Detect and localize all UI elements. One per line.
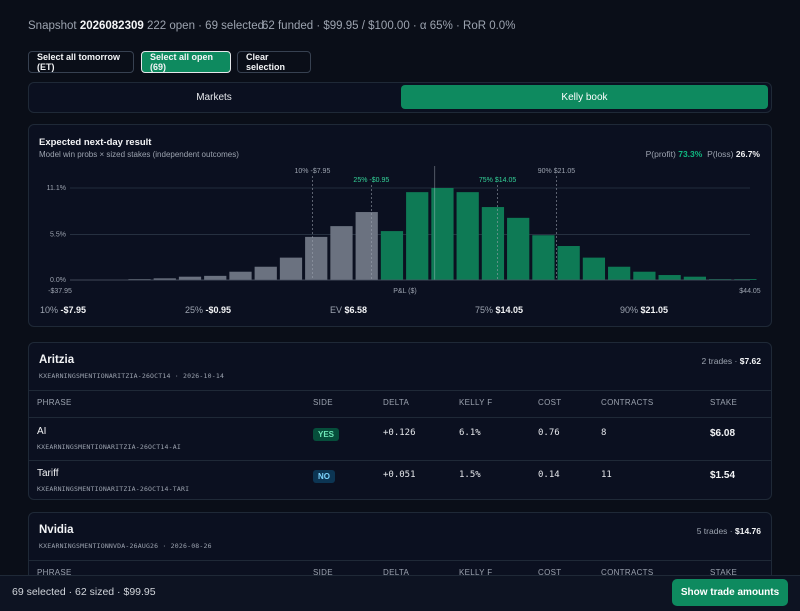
- market-name: Aritzia: [39, 354, 75, 366]
- column-header: CONTRACTS: [601, 398, 654, 407]
- delta: +0.051: [383, 470, 416, 480]
- pct-label: 75%: [475, 305, 494, 315]
- market-card: Aritzia KXEARNINGSMENTIONARITZIA-26OCT14 …: [28, 342, 772, 500]
- chart-title: Expected next-day result: [39, 137, 152, 148]
- column-header: PHRASE: [37, 398, 72, 407]
- column-header: COST: [538, 398, 562, 407]
- p-profit-label: P(profit): [645, 149, 676, 159]
- divider: [29, 460, 771, 461]
- side-badge: NO: [313, 470, 335, 483]
- percentile-25: 25% -$0.95: [185, 305, 231, 315]
- trade-count: 5 trades ·: [696, 526, 733, 536]
- market-summary: 2 trades · $7.62: [701, 356, 761, 366]
- ev-value: $6.58: [344, 305, 368, 315]
- kelly: 6.1%: [459, 428, 481, 438]
- column-header: KELLY F: [459, 568, 493, 577]
- kelly-tab[interactable]: Kelly book: [401, 85, 768, 109]
- column-header: PHRASE: [37, 568, 72, 577]
- market-total: $14.76: [735, 526, 761, 536]
- column-header: SIDE: [313, 398, 333, 407]
- row-ticker: KXEARNINGSMENTIONARITZIA-26OCT14-AI: [37, 443, 181, 451]
- markets-tab[interactable]: Markets: [196, 91, 232, 103]
- cost: 0.14: [538, 470, 560, 480]
- snapshot-id: 2026082309: [79, 20, 144, 32]
- chart-subtitle: Model win probs × sized stakes (independ…: [39, 150, 239, 159]
- contracts: 11: [601, 470, 612, 480]
- column-header: COST: [538, 568, 562, 577]
- chart-card: [28, 124, 772, 327]
- divider: [29, 417, 771, 418]
- pct-label: 90%: [620, 305, 639, 315]
- p-loss-value: 26.7%: [735, 149, 760, 159]
- pct-value: $21.05: [640, 305, 669, 315]
- market-name: Nvidia: [39, 524, 74, 536]
- snapshot-label: Snapshot: [28, 20, 77, 32]
- clear-selection-button[interactable]: Clear selection: [237, 51, 311, 73]
- phrase: Tariff: [37, 468, 59, 479]
- divider: [29, 560, 771, 561]
- percentile-10: 10% -$7.95: [40, 305, 86, 315]
- pct-label: 25%: [185, 305, 204, 315]
- footer-status: 69 selected · 62 sized · $99.95: [12, 586, 156, 598]
- snapshot: Snapshot 2026082309: [28, 20, 144, 32]
- pct-label: 10%: [40, 305, 59, 315]
- cost: 0.76: [538, 428, 560, 438]
- contracts: 8: [601, 428, 607, 438]
- side-badge: YES: [313, 428, 340, 441]
- ev: EV $6.58: [330, 305, 367, 315]
- phrase: AI: [37, 426, 47, 437]
- percentile-75: 75% $14.05: [475, 305, 523, 315]
- funded: 62 funded · $99.95 / $100.00 · α 65% · R…: [262, 20, 516, 32]
- market-total: $7.62: [739, 356, 761, 366]
- p-profit-value: 73.3%: [678, 149, 703, 159]
- column-header: DELTA: [383, 398, 410, 407]
- column-header: STAKE: [710, 568, 738, 577]
- column-header: DELTA: [383, 568, 410, 577]
- delta: +0.126: [383, 428, 416, 438]
- open-count: 222 open · 69 selected: [147, 20, 265, 32]
- market-ticker: KXEARNINGSMENTIONARITZIA-26OCT14 · 2026-…: [39, 372, 225, 380]
- pct-value: -$7.95: [60, 305, 87, 315]
- column-header: SIDE: [313, 568, 333, 577]
- market-ticker: KXEARNINGSMENTIONNVDA-26AUG26 · 2026-08-…: [39, 542, 212, 550]
- select-open-button[interactable]: Select all open (69): [141, 51, 231, 73]
- percentile-90: 90% $21.05: [620, 305, 668, 315]
- stake: $6.08: [710, 428, 736, 439]
- divider: [29, 390, 771, 391]
- column-header: KELLY F: [459, 398, 493, 407]
- p-loss-label: P(loss): [707, 149, 734, 159]
- ev-label: EV: [330, 305, 343, 315]
- pct-value: $14.05: [495, 305, 524, 315]
- pct-value: -$0.95: [205, 305, 232, 315]
- trade-count: 2 trades ·: [701, 356, 738, 366]
- row-ticker: KXEARNINGSMENTIONARITZIA-26OCT14-TARI: [37, 485, 190, 493]
- probabilities: P(profit) 73.3% P(loss) 26.7%: [646, 149, 760, 159]
- column-header: CONTRACTS: [601, 568, 654, 577]
- kelly: 1.5%: [459, 470, 481, 480]
- column-header: STAKE: [710, 398, 738, 407]
- stake: $1.54: [710, 470, 736, 481]
- select-tomorrow-button[interactable]: Select all tomorrow (ET): [28, 51, 134, 73]
- show-amounts-button[interactable]: Show trade amounts: [672, 579, 788, 606]
- footer: [0, 575, 800, 611]
- market-summary: 5 trades · $14.76: [697, 526, 761, 536]
